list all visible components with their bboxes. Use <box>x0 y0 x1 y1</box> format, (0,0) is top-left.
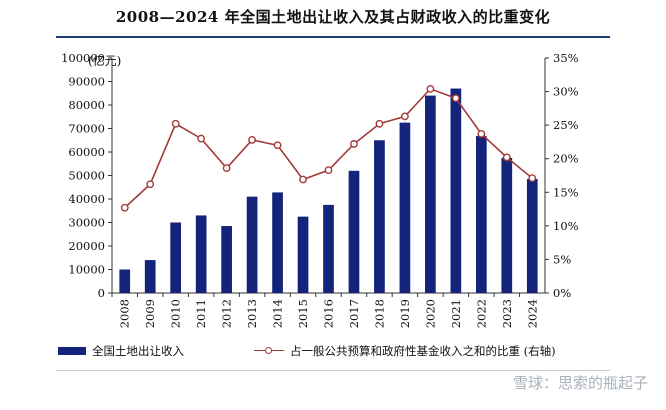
bar <box>450 88 462 293</box>
y-left-tick-label: 50000 <box>68 169 105 183</box>
ratio-point <box>273 141 282 150</box>
bar <box>323 204 334 293</box>
x-tick-label: 2010 <box>169 299 183 328</box>
bar <box>374 140 385 293</box>
ratio-point <box>375 119 384 128</box>
legend-divider <box>56 370 610 371</box>
ratio-point <box>222 164 231 173</box>
x-tick-label: 2015 <box>296 299 310 328</box>
x-tick-label: 2022 <box>474 299 488 328</box>
ratio-point <box>502 153 511 162</box>
bar <box>119 269 131 293</box>
ratio-line <box>124 87 533 209</box>
bar <box>221 226 232 293</box>
legend-item-line: 占一般公共预算和政府性基金收入之和的比重 (右轴) <box>254 343 556 359</box>
ratio-point <box>451 94 460 103</box>
ratio-point <box>401 112 409 121</box>
tick-labels: 0 10000 20000 30000 40000 50000 60000 70000 8000… <box>61 51 579 328</box>
y-right-tick-label: 20% <box>553 152 579 166</box>
ratio-point <box>120 203 129 212</box>
legend-item-bar: 全国土地出让收入 <box>58 343 184 359</box>
ratio-point <box>197 134 206 143</box>
x-tick-label: 2020 <box>423 299 437 328</box>
ratio-point <box>426 84 435 93</box>
y-right-tick-label: 0% <box>553 286 571 300</box>
y-left-tick-label: 80000 <box>68 98 105 112</box>
x-tick-label: 2023 <box>500 299 514 328</box>
x-tick-label: 2013 <box>245 299 259 328</box>
watermark: 雪球：思索的瓶起子 <box>512 374 648 392</box>
y-right-tick-label: 10% <box>553 219 579 233</box>
legend-bar-label: 全国土地出让收入 <box>92 344 184 358</box>
ratio-point <box>350 140 358 148</box>
bar <box>348 170 360 293</box>
x-tick-label: 2011 <box>194 299 208 328</box>
y-left-tick-label: 10000 <box>68 263 105 277</box>
x-tick-label: 2024 <box>525 299 539 328</box>
bar <box>425 95 436 293</box>
y-right-tick-label: 5% <box>553 252 571 266</box>
y-right-tick-label: 25% <box>553 118 579 132</box>
x-tick-label: 2021 <box>449 299 463 328</box>
ratio-point <box>299 175 307 184</box>
bar <box>297 216 309 293</box>
bar-series <box>119 88 538 293</box>
line-series <box>120 84 537 212</box>
y-left-tick-label: 60000 <box>68 145 105 159</box>
bar <box>399 122 411 293</box>
legend-bar-swatch <box>58 347 86 355</box>
x-tick-label: 2012 <box>220 299 234 328</box>
bar <box>195 215 207 293</box>
y-left-tick-label: 70000 <box>68 122 105 136</box>
y-left-tick-label: 0 <box>98 286 105 300</box>
ratio-point <box>248 136 256 144</box>
y-left-tick-label: 100000 <box>61 51 105 65</box>
ratio-point <box>171 119 180 128</box>
y-left-tick-label: 30000 <box>68 216 105 230</box>
y-left-tick-label: 20000 <box>68 239 105 253</box>
ratio-point <box>528 174 537 183</box>
x-tick-label: 2008 <box>118 299 132 328</box>
legend-line-label: 占一般公共预算和政府性基金收入之和的比重 (右轴) <box>290 344 556 358</box>
x-tick-label: 2016 <box>322 299 336 328</box>
legend-line-swatch <box>254 345 284 357</box>
chart-title: 2008—2024 年全国土地出让收入及其占财政收入的比重变化 <box>115 8 551 26</box>
ratio-point <box>146 180 155 189</box>
x-tick-label: 2017 <box>347 299 361 328</box>
y-right-tick-label: 30% <box>553 85 579 99</box>
bar <box>475 136 487 293</box>
title-divider <box>56 36 610 38</box>
bar <box>170 222 182 293</box>
legend: 全国土地出让收入 占一般公共预算和政府性基金收入之和的比重 (右轴) <box>58 343 618 363</box>
y-right-tick-label: 35% <box>553 51 579 65</box>
bar <box>246 196 258 293</box>
y-left-tick-label: 90000 <box>68 75 105 89</box>
bar <box>144 260 156 293</box>
y-left-tick-label: 40000 <box>68 192 105 206</box>
bar <box>501 157 513 293</box>
bar <box>272 192 283 293</box>
x-tick-label: 2009 <box>143 299 157 328</box>
bar <box>526 179 538 293</box>
x-tick-label: 2019 <box>398 299 412 328</box>
x-tick-label: 2014 <box>271 299 285 328</box>
left-axis-unit: (亿元) <box>88 54 122 68</box>
ratio-point <box>477 129 486 138</box>
y-right-tick-label: 15% <box>553 185 579 199</box>
ratio-point <box>324 166 333 175</box>
x-tick-label: 2018 <box>372 299 386 328</box>
